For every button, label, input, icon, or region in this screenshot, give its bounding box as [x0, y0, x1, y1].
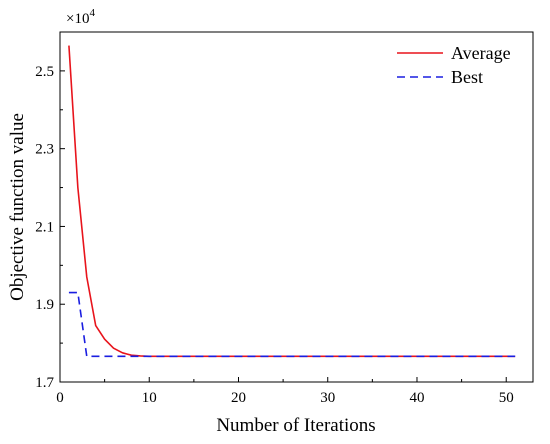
y-tick-label: 1.7 [35, 375, 54, 391]
tick-labels: 0 10 20 30 40 50 1.7 1.9 2.1 2.3 2.5 [35, 64, 513, 406]
series-lines [68, 45, 516, 358]
x-axis-title: Number of Iterations [216, 415, 375, 436]
plot-frame [59, 31, 534, 383]
y-multiplier: ×104 [66, 7, 95, 27]
legend-label-best: Best [451, 67, 483, 87]
x-tick-label: 20 [231, 390, 246, 406]
series-line-average [68, 45, 516, 358]
y-axis-title: Objective function value [7, 113, 28, 301]
y-tick-label: 2.1 [35, 219, 54, 235]
x-tick-label: 30 [320, 390, 335, 406]
y-tick-label: 1.9 [35, 297, 54, 313]
x-tick-label: 50 [499, 390, 514, 406]
x-tick-label: 40 [409, 390, 424, 406]
y-tick-label: 2.5 [35, 64, 54, 80]
y-tick-label: 2.3 [35, 142, 54, 158]
series-line-best [68, 291, 516, 358]
tick-marks [59, 70, 507, 383]
x-tick-label: 0 [56, 390, 64, 406]
legend: Average Best [397, 43, 511, 87]
legend-label-average: Average [451, 43, 511, 63]
x-tick-label: 10 [142, 390, 157, 406]
